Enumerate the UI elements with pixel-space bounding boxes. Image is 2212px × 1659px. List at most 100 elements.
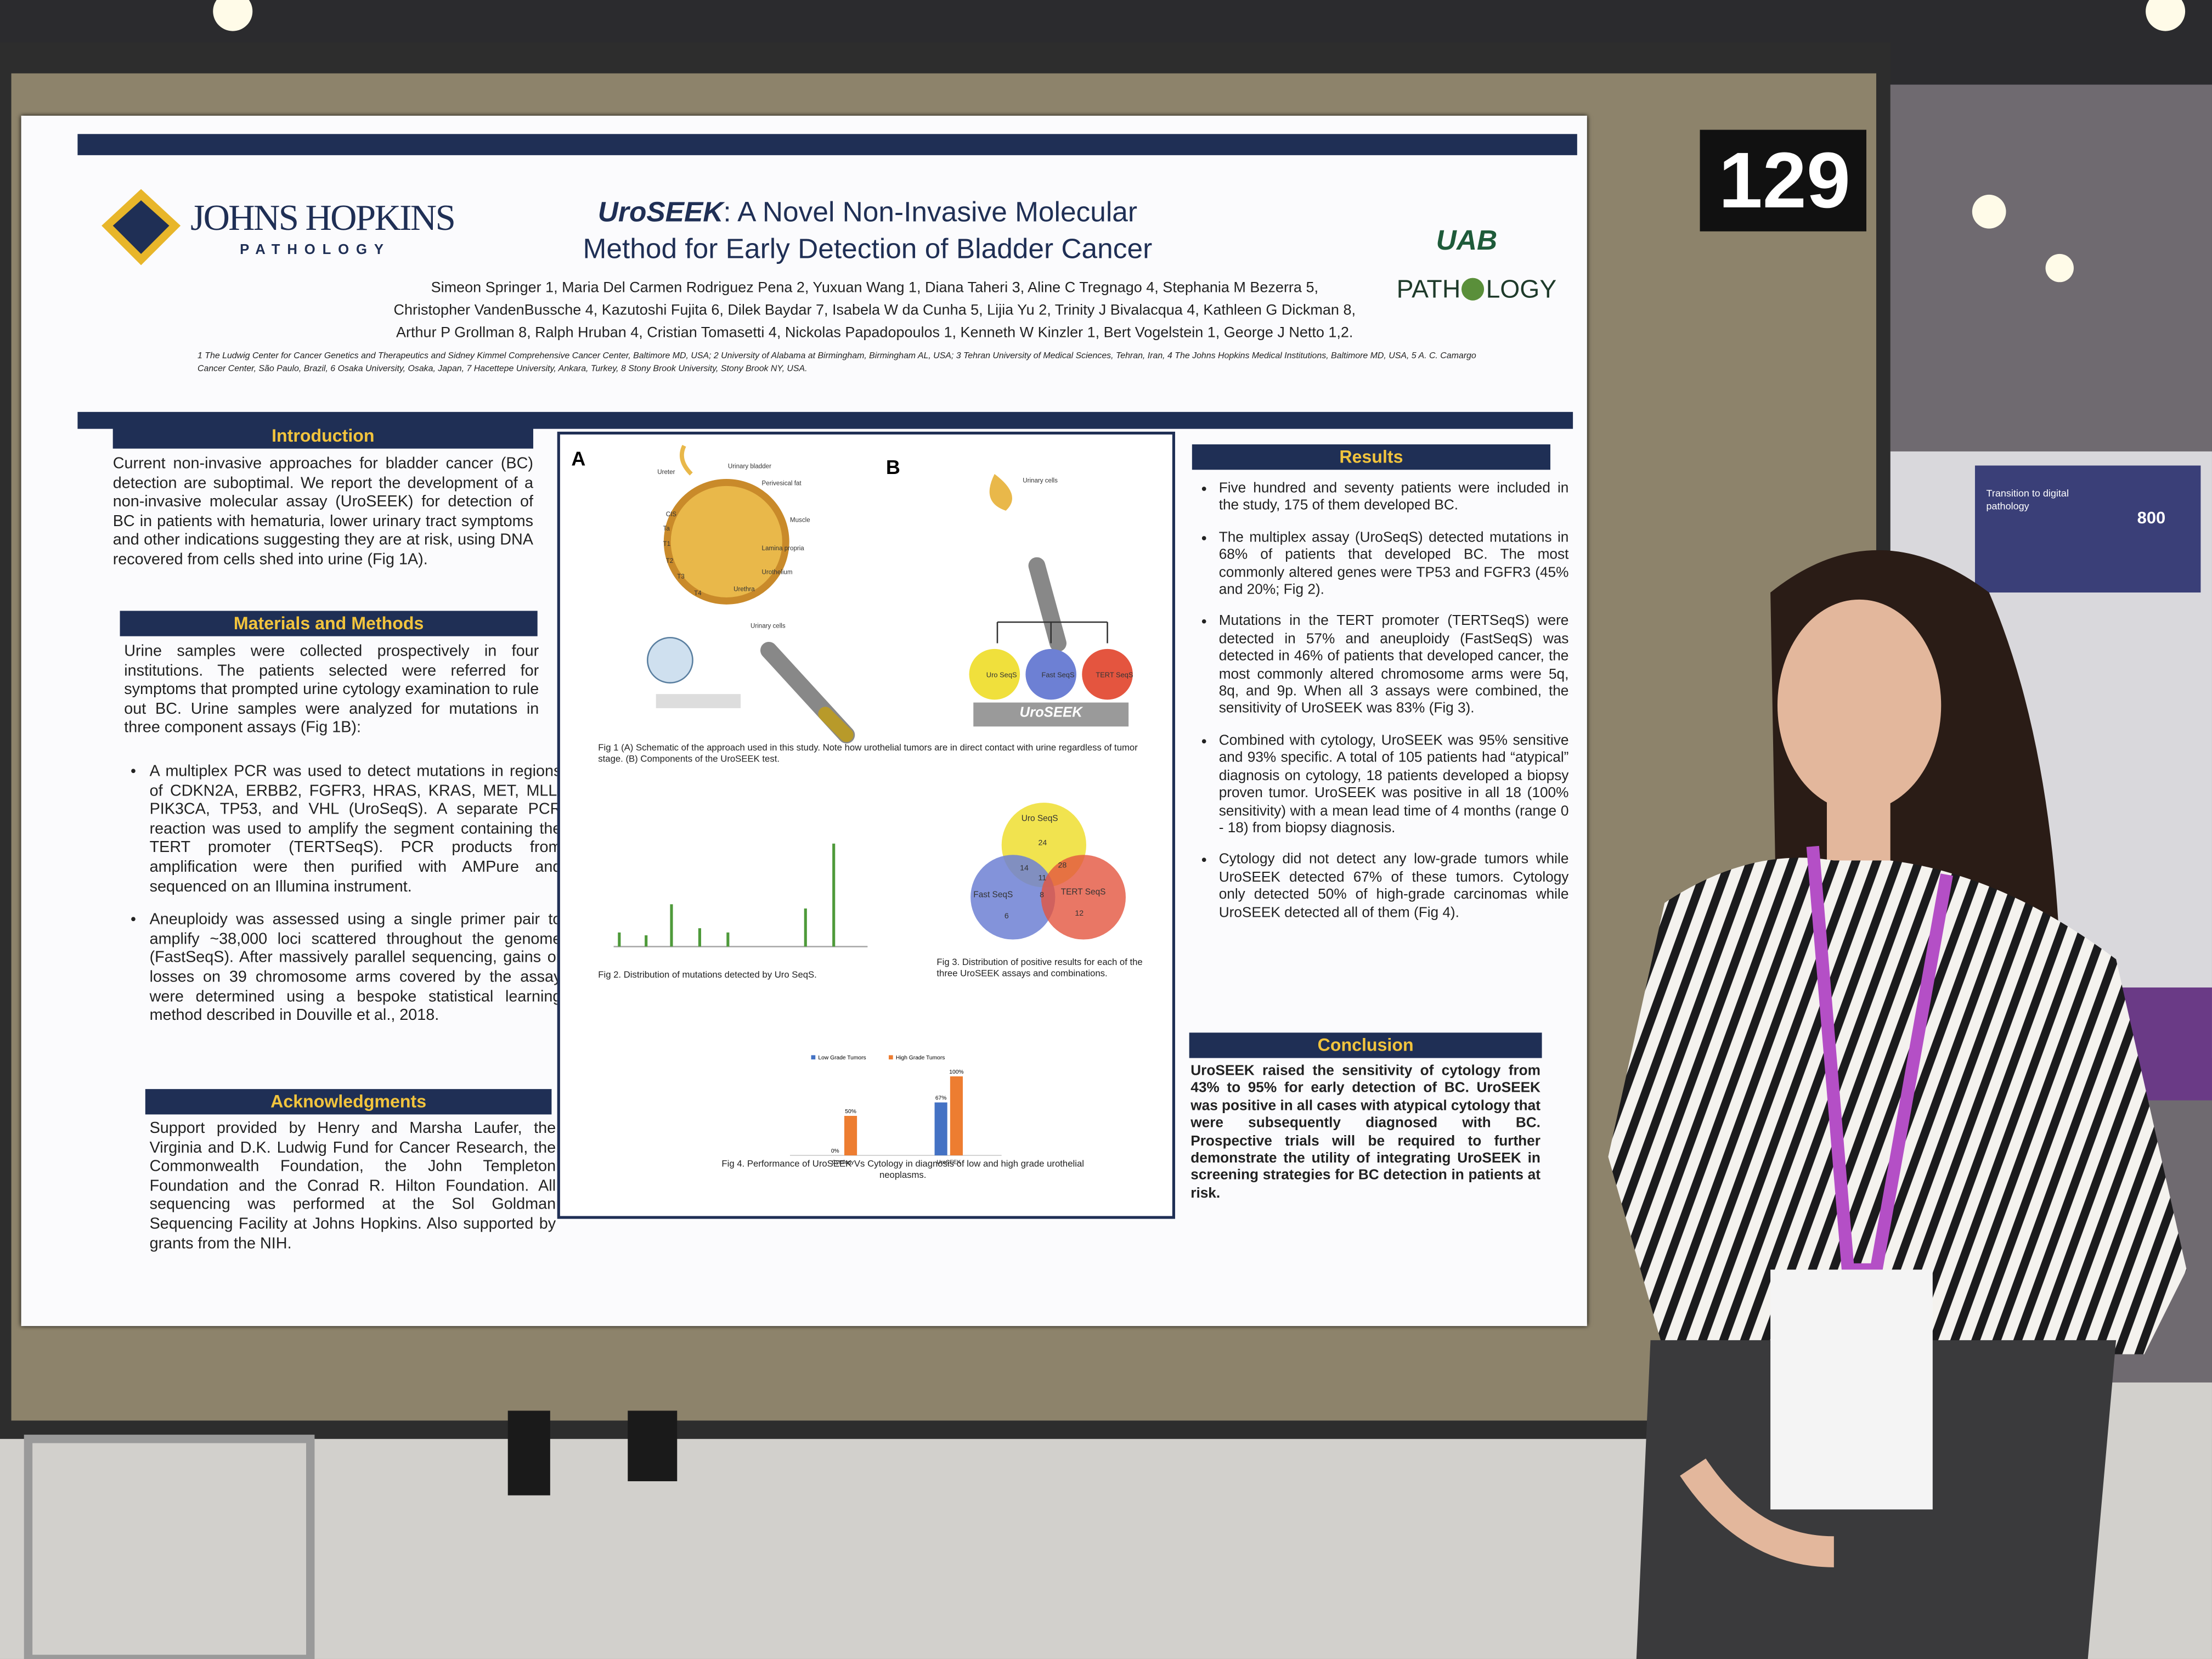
assay-circle — [969, 648, 1020, 700]
cells — [646, 636, 693, 684]
legs — [628, 1410, 678, 1481]
venn-count: 11 — [1038, 874, 1047, 883]
fig-caption: Fig 1 (A) Schematic of the approach used… — [598, 743, 1138, 765]
top-band — [77, 134, 1577, 155]
bar — [950, 1076, 963, 1155]
section-heading: Materials and Methods — [120, 611, 538, 636]
data-label: 100% — [949, 1069, 963, 1075]
chair — [24, 1435, 315, 1659]
uroseek-label: UroSEEK — [1019, 705, 1082, 721]
results-bullet: Combined with cytology, UroSEEK was 95% … — [1219, 733, 1569, 838]
logo-right-mark: UAB — [1436, 225, 1498, 257]
fig1-label: Muscle — [789, 516, 810, 523]
ceiling-light — [2146, 0, 2186, 31]
section-heading: Acknowledgments — [145, 1089, 552, 1115]
title-rest: : A Novel Non-Invasive Molecular Method … — [583, 197, 1153, 266]
poster-title: UroSEEK: A Novel Non-Invasive Molecular … — [557, 195, 1178, 268]
booth-number-plate — [1700, 129, 1866, 232]
section-heading: Results — [1192, 444, 1550, 470]
badge — [1770, 1269, 1933, 1510]
tube-sample — [818, 707, 854, 742]
ceiling-light — [213, 0, 253, 31]
methods-bullet: Aneuploidy was assessed using a single p… — [150, 912, 562, 1027]
drop — [989, 473, 1012, 511]
venn-count: 8 — [1040, 891, 1044, 900]
fig-caption: Fig 4. Performance of UroSEEK Vs Cytolog… — [721, 1159, 1084, 1181]
bar — [844, 1115, 857, 1155]
venn-label: TERT SeqS — [1060, 888, 1106, 898]
section-heading: Conclusion — [1189, 1032, 1542, 1058]
logo-right-start: PATH — [1396, 275, 1461, 303]
results-bullet: The multiplex assay (UroSeqS) detected m… — [1219, 530, 1569, 600]
venn-label: Fast SeqS — [973, 891, 1013, 900]
hall-sign-number: 800 — [2137, 507, 2166, 528]
shirt — [1608, 857, 2187, 1355]
arrows — [996, 621, 1108, 644]
legend-label: High Grade Tumors — [896, 1055, 945, 1061]
tube — [1028, 557, 1066, 652]
results-bullet: Five hundred and seventy patients were i… — [1219, 481, 1569, 516]
assay-label: Uro SeqS — [986, 671, 1017, 680]
fig1-label: Urinary cells — [1023, 477, 1058, 484]
logo-left-name: JOHNS HOPKINS — [190, 197, 456, 239]
venn-fast — [970, 855, 1056, 940]
fig4-chart: Low Grade Tumors 0% 67% High Grade Tumors 50… — [789, 1055, 1002, 1165]
fig-caption: Fig 3. Distribution of positive results … — [936, 957, 1143, 979]
panel-label: B — [885, 455, 900, 478]
fig1-label: Ta — [663, 524, 670, 532]
panel-label: A — [571, 447, 586, 470]
section-heading: Introduction — [112, 423, 533, 449]
ceiling-light — [1972, 194, 2006, 229]
conclusion-text: UroSEEK raised the sensitivity of cytolo… — [1190, 1063, 1541, 1202]
fig1-label: CIS — [665, 510, 677, 518]
ceiling-light — [2045, 253, 2074, 283]
author-line: Simeon Springer 1, Maria Del Carmen Rodr… — [431, 279, 1318, 296]
legend-swatch — [888, 1055, 893, 1060]
affiliations: 1 The Ludwig Center for Cancer Genetics … — [197, 351, 1476, 374]
results-bullet: Cytology did not detect any low-grade tu… — [1219, 853, 1569, 923]
hall-sign-title: Transition to digital pathology — [1986, 489, 2069, 512]
bladder — [663, 478, 789, 605]
results-list: Five hundred and seventy patients were i… — [1199, 481, 1569, 936]
hand — [1680, 1458, 1835, 1567]
venn-count: 24 — [1038, 839, 1047, 848]
assay-circle — [1025, 648, 1076, 700]
ack-text: Support provided by Henry and Marsha Lau… — [149, 1120, 556, 1252]
slide — [656, 694, 741, 708]
venn-count: 28 — [1058, 862, 1067, 871]
venn-tert — [1041, 855, 1126, 940]
fig1-label: T3 — [677, 572, 685, 580]
venn-count: 6 — [1004, 912, 1009, 922]
x-tick-label: UroSEEK — [936, 1159, 961, 1165]
assay-label: Fast SeqS — [1041, 671, 1075, 680]
venn-count: 14 — [1020, 865, 1029, 873]
fig1-label: Lamina propria — [761, 544, 804, 552]
venn-label: Uro SeqS — [1021, 815, 1058, 824]
fig-caption: Fig 2. Distribution of mutations detecte… — [598, 970, 817, 981]
uroseek-box — [973, 702, 1129, 727]
fig1-label: Ureter — [657, 468, 675, 476]
legs — [507, 1410, 550, 1496]
author-line: Arthur P Grollman 8, Ralph Hruban 4, Cri… — [396, 324, 1353, 342]
fig2-bars — [618, 843, 836, 947]
author-line: Christopher VandenBussche 4, Kazutoshi F… — [393, 302, 1356, 319]
x-tick-label: Cytology — [832, 1159, 854, 1165]
data-label: 67% — [935, 1095, 947, 1101]
fig1-label: Perivesical fat — [761, 479, 802, 487]
methods-list: A multiplex PCR was used to detect mutat… — [130, 763, 562, 1041]
fig1-label: T1 — [663, 540, 671, 548]
ureter — [680, 444, 693, 476]
hall-sign — [1974, 465, 2201, 592]
face — [1777, 599, 1942, 811]
jh-shield — [101, 189, 181, 266]
results-bullet: Mutations in the TERT promoter (TERTSeqS… — [1219, 614, 1569, 719]
assay-label: TERT SeqS — [1096, 671, 1133, 680]
authors: Simeon Springer 1, Maria Del Carmen Rodr… — [183, 276, 1566, 344]
legend-swatch — [811, 1055, 816, 1060]
logo-right-name: PATH LOGY — [1397, 275, 1557, 304]
figure-graphics — [613, 444, 1133, 947]
title-bold: UroSEEK — [597, 197, 724, 229]
